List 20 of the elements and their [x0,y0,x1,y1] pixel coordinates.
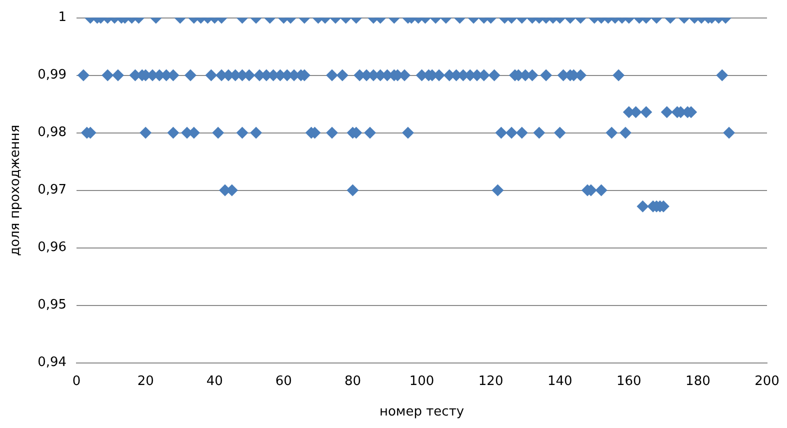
x-tick-label: 140 [547,374,572,389]
x-tick-label: 80 [344,374,361,389]
y-tick-label: 0,96 [38,240,67,256]
x-tick-label: 60 [275,374,292,389]
y-axis-title: доля проходження [8,124,24,256]
x-tick-label: 40 [206,374,223,389]
y-tick-label: 0,95 [38,298,67,313]
x-tick-label: 0 [72,374,81,389]
x-axis-title: номер тесту [379,404,464,420]
x-tick-label: 120 [478,374,504,389]
x-tick-label: 100 [409,374,434,389]
x-tick-label: 200 [754,374,780,389]
x-tick-label: 180 [686,374,710,389]
x-tick-label: 20 [137,374,154,389]
y-tick-label: 1 [58,10,67,26]
x-tick-label: 160 [616,374,642,389]
y-tick-label: 0,97 [38,182,67,198]
y-tick-label: 0,94 [38,355,67,370]
y-tick-label: 0,98 [38,125,67,140]
y-tick-label: 0,99 [38,68,67,83]
